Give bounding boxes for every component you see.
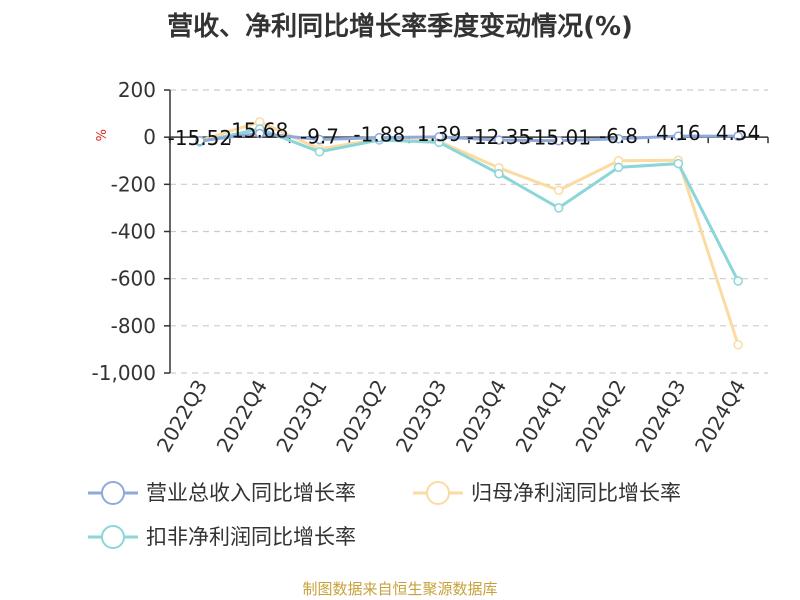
legend-marker — [426, 481, 450, 505]
y-tick-label: -400 — [111, 220, 156, 244]
y-tick-label: -600 — [111, 267, 156, 291]
series-line — [199, 120, 740, 346]
data-label: -9.7 — [300, 124, 339, 148]
x-tick-label: 2022Q4 — [212, 376, 272, 457]
x-tick-label: 2024Q4 — [690, 376, 750, 457]
chart-title: 营收、净利同比增长率季度变动情况(%) — [167, 12, 633, 42]
data-label: -15.01 — [526, 126, 590, 150]
data-point — [673, 131, 684, 141]
data-label: 15.68 — [231, 118, 288, 142]
x-tick-label: 2023Q2 — [331, 376, 391, 457]
data-point — [195, 136, 205, 146]
y-tick-label: -1,000 — [92, 361, 156, 385]
data-point — [733, 131, 743, 141]
data-label: -12.35 — [467, 125, 531, 149]
data-point — [494, 135, 504, 145]
x-tick-label: 2023Q1 — [271, 376, 331, 457]
series-line — [199, 127, 740, 282]
x-tick-label: 2024Q3 — [630, 376, 690, 457]
x-tick-label: 2023Q4 — [451, 376, 511, 457]
data-point — [314, 134, 325, 145]
data-point — [613, 134, 624, 144]
data-point — [553, 185, 564, 195]
data-label: 1.39 — [417, 122, 462, 146]
data-label: 4.16 — [656, 121, 701, 145]
legend-marker — [101, 481, 125, 505]
data-point — [613, 162, 624, 173]
chart-source: 制图数据来自恒生聚源数据库 — [302, 580, 498, 598]
y-tick-label: 200 — [118, 78, 156, 102]
data-point — [733, 339, 743, 350]
x-tick-label: 2024Q1 — [511, 376, 571, 457]
data-point — [254, 128, 265, 139]
data-point — [673, 158, 684, 169]
data-point — [434, 132, 444, 142]
x-tick-label: 2023Q3 — [391, 375, 451, 456]
y-axis-label: % — [95, 129, 110, 141]
y-tick-label: 0 — [143, 125, 156, 149]
data-label: -1.88 — [353, 123, 405, 147]
data-point — [733, 276, 743, 286]
x-tick-label: 2022Q3 — [152, 376, 212, 457]
data-point — [374, 132, 385, 143]
data-point — [314, 147, 325, 157]
y-tick-label: -200 — [111, 172, 156, 196]
data-label: -6.8 — [599, 124, 638, 148]
data-point — [494, 168, 504, 179]
data-point — [553, 135, 564, 146]
data-label: -15.52 — [168, 126, 232, 150]
data-point — [553, 203, 564, 213]
x-tick-label: 2024Q2 — [570, 376, 630, 457]
legend-marker — [101, 525, 125, 549]
legend-label: 归母净利润同比增长率 — [471, 481, 681, 505]
legend-label: 营业总收入同比增长率 — [146, 481, 356, 505]
legend-label: 扣非净利润同比增长率 — [146, 525, 356, 549]
series-line — [199, 131, 739, 143]
y-tick-label: -800 — [111, 314, 156, 338]
data-label: 4.54 — [716, 121, 761, 145]
